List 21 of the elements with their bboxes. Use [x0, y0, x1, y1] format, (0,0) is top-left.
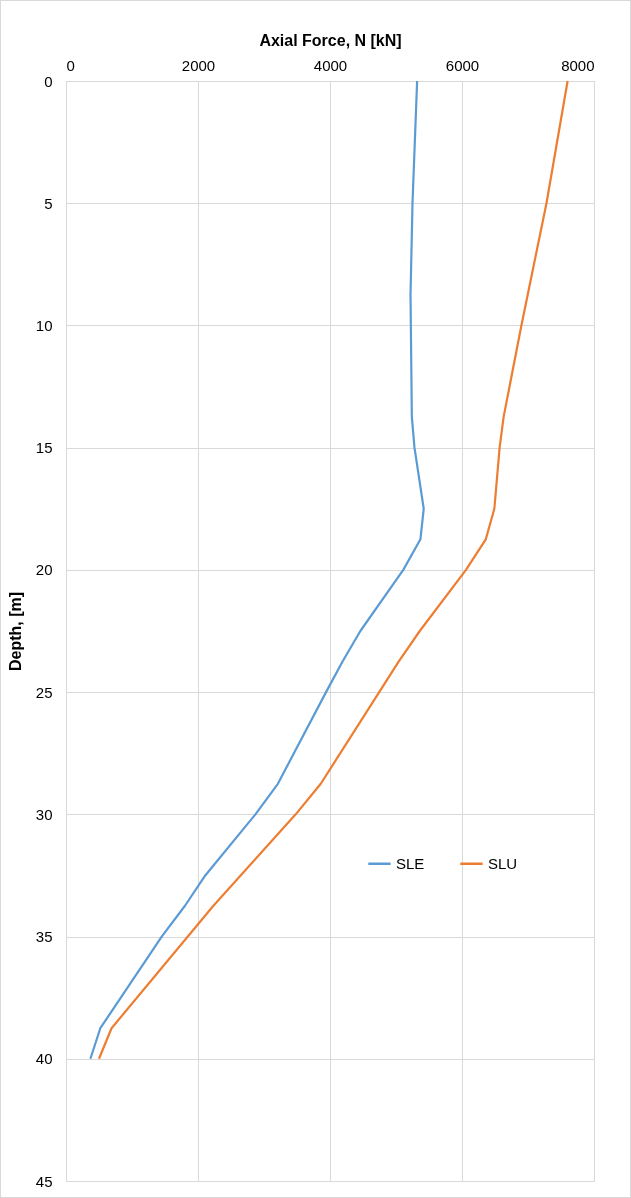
y-tick-label: 25	[35, 683, 53, 701]
line-series	[89, 79, 425, 1060]
x-axis-title: Axial Force, N [kN]	[259, 31, 402, 49]
y-tick-label: 45	[35, 1172, 53, 1190]
x-tick-label: 6000	[445, 56, 480, 74]
y-tick-label: 40	[35, 1050, 53, 1068]
y-tick-label: 0	[44, 72, 53, 90]
x-tick-label: 4000	[313, 56, 348, 74]
legend-label: SLU	[487, 854, 518, 872]
x-tick-label: 8000	[561, 56, 595, 74]
y-tick-label: 30	[35, 805, 53, 823]
line-series	[97, 79, 569, 1060]
x-tick-label: 0	[66, 56, 75, 74]
y-tick-label: 15	[35, 439, 53, 457]
y-tick-label: 20	[35, 561, 53, 579]
y-axis-title: Depth, [m]	[6, 591, 24, 672]
legend-label: SLE	[395, 854, 425, 872]
y-tick-label: 10	[35, 316, 53, 334]
y-tick-label: 5	[44, 194, 53, 212]
x-tick-label: 2000	[181, 56, 216, 74]
y-tick-label: 35	[35, 928, 53, 946]
